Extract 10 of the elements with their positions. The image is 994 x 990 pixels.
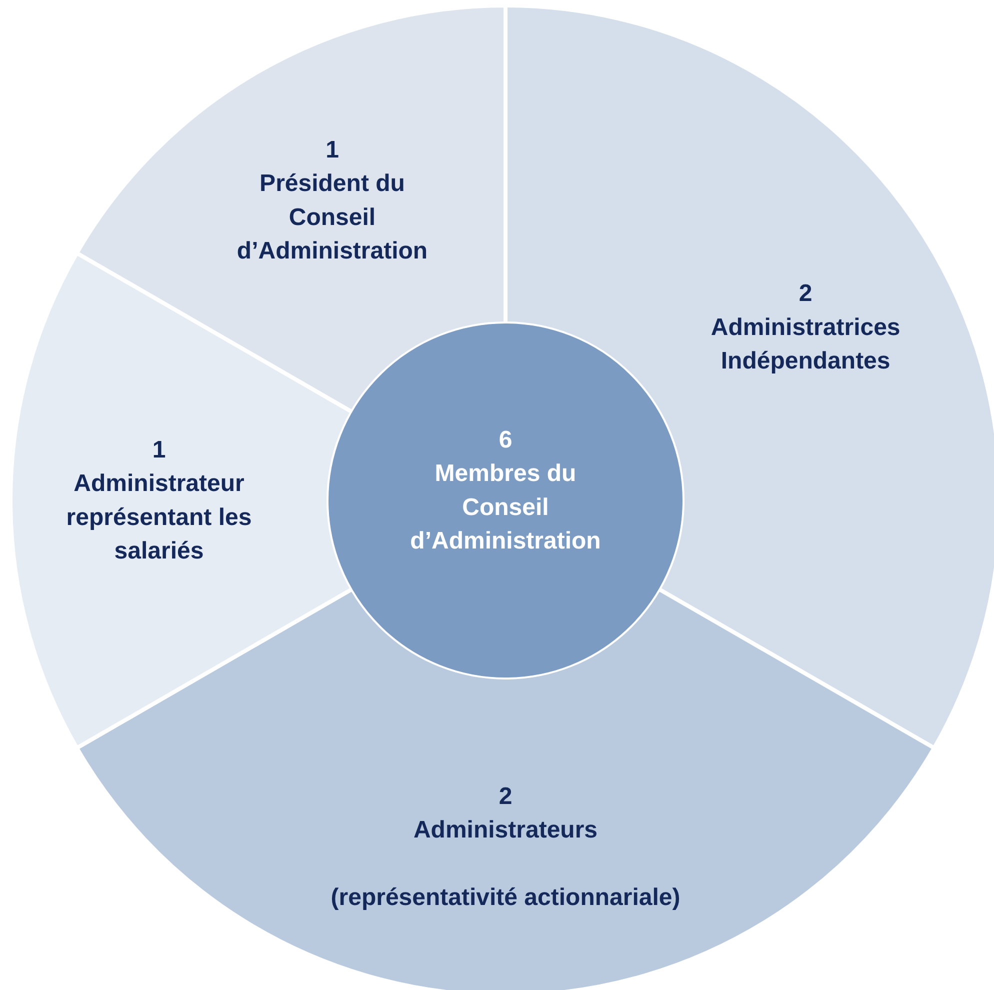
data-label: 2 <box>798 280 812 307</box>
data-label: 1 <box>326 136 339 164</box>
category-label: Administrateurs (représentativité actionnariale) <box>330 816 680 912</box>
text: 6 <box>498 426 512 454</box>
slice-label: Président du Conseil d’Administration <box>236 170 428 265</box>
data-label: 1 <box>152 436 166 464</box>
slice-label: Administrateur représentant les salariés <box>66 470 252 565</box>
data-label: 2 <box>498 782 512 810</box>
slice-label: Administratrices Indépendantes <box>710 314 900 374</box>
text: Membres du Conseil d’Administration <box>410 460 601 555</box>
